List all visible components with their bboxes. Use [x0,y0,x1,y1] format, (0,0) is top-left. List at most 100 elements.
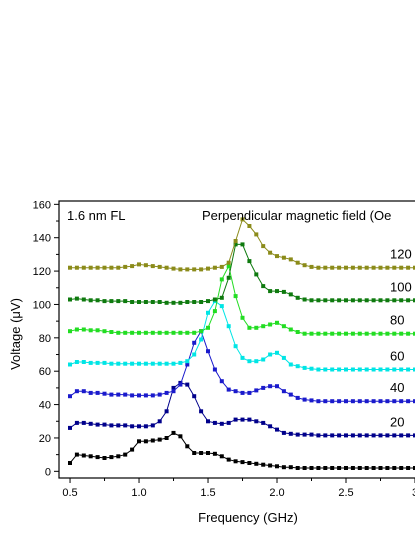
data-point [206,325,210,330]
data-point [212,265,217,270]
data-point [316,367,321,372]
data-point [281,389,286,394]
data-point [268,384,273,389]
data-point [199,300,204,304]
data-point [137,424,141,429]
data-point [295,330,300,334]
data-point [378,265,383,270]
data-point [130,361,135,366]
data-point [268,463,273,468]
data-point [378,433,383,438]
data-point [68,362,72,367]
data-point [323,399,328,404]
data-point [281,465,286,470]
data-point [316,265,321,270]
data-point [95,328,100,333]
data-point [150,423,155,428]
data-point [275,320,279,325]
data-point [164,390,169,395]
data-point [226,260,231,265]
data-point [240,390,245,395]
data-point [392,433,397,438]
data-point [102,265,107,270]
data-point [364,331,369,336]
data-point [81,327,86,332]
data-point [288,431,293,436]
data-point [281,289,286,294]
data-point [157,330,162,335]
data-point [137,262,141,267]
data-point [185,444,190,449]
data-point [323,367,328,372]
data-point [123,361,128,366]
x-tick-label: 2.0 [269,487,284,499]
data-point [240,355,245,360]
data-point [233,459,238,464]
data-point [74,452,79,457]
data-point [157,361,162,366]
data-point [316,433,321,438]
data-point [399,298,404,303]
data-point [185,300,190,304]
data-point [102,329,107,334]
data-point [302,397,307,402]
data-point [192,451,197,455]
y-tick-label: 20 [39,433,51,445]
data-point [206,310,210,315]
data-point [309,264,314,269]
data-point [68,461,72,465]
x-tick-label: 2.5 [338,487,353,499]
y-tick-label: 0 [45,466,51,478]
data-point [247,390,252,395]
data-point [74,327,79,332]
data-point [212,309,217,314]
series-label: 100 [390,279,412,294]
data-point [164,265,169,270]
data-point [171,361,176,366]
annotation-film-thickness: 1.6 nm FL [67,208,126,223]
data-point [192,267,197,272]
data-point [143,439,148,444]
data-point [399,399,404,404]
data-point [199,451,204,455]
y-tick-label: 160 [33,199,51,211]
data-point [344,433,348,438]
data-point [344,298,348,303]
data-point [178,360,183,365]
data-point [350,433,355,438]
data-point [109,299,114,304]
data-point [364,466,369,470]
data-point [95,298,100,303]
data-point [150,361,155,366]
data-point [392,466,397,470]
data-point [261,420,266,425]
data-point [378,331,383,336]
data-point [385,367,390,372]
data-point [247,417,252,422]
data-point [268,424,273,429]
data-point [399,466,404,470]
data-point [95,422,100,427]
data-point [399,265,404,270]
data-point [309,432,314,437]
data-point [116,392,121,397]
y-tick-label: 80 [39,333,51,345]
data-point [130,264,135,269]
data-point [116,361,121,366]
data-point [212,297,217,302]
data-point [254,419,259,424]
data-point [123,452,128,457]
data-point [254,325,259,330]
data-point [123,299,128,304]
data-point [102,299,107,304]
data-point [371,433,376,438]
data-point [150,300,155,304]
data-point [261,385,266,390]
data-point [240,417,245,422]
data-point [95,360,100,365]
data-point [357,433,362,438]
data-point [316,399,321,404]
x-tick-label: 0.5 [62,487,77,499]
data-point [137,361,141,366]
data-point [330,399,335,404]
